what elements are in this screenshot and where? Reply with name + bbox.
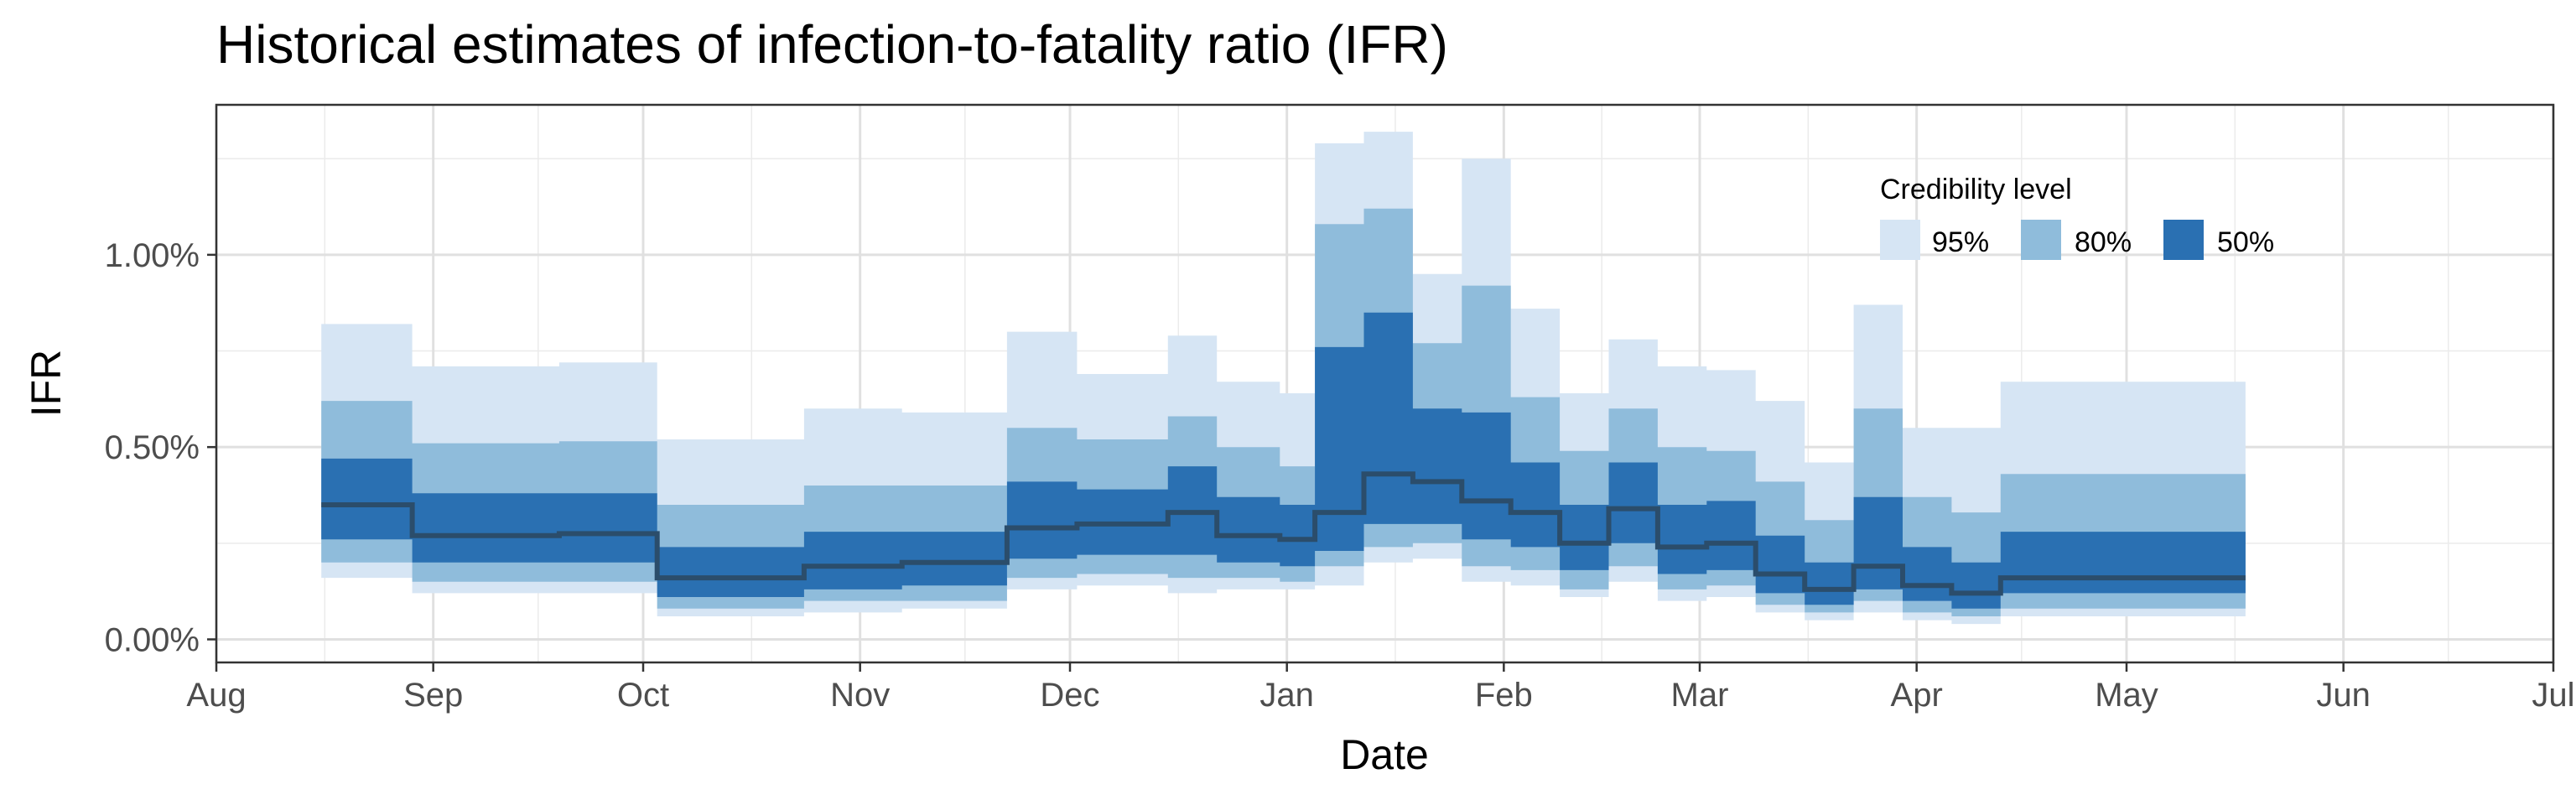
legend-key-95 — [1880, 220, 1920, 260]
x-tick-label: Apr — [1891, 677, 1943, 714]
x-tick-label: May — [2095, 677, 2158, 714]
chart-title: Historical estimates of infection-to-fat… — [216, 14, 1448, 75]
x-tick-label: Aug — [186, 677, 246, 714]
legend-label-80: 80% — [2075, 226, 2132, 258]
x-tick-label: Dec — [1040, 677, 1099, 714]
x-tick-label: Jun — [2316, 677, 2371, 714]
y-tick-label: 0.50% — [105, 429, 200, 466]
y-axis: 0.00% 0.50% 1.00% — [105, 237, 216, 658]
median-line — [321, 471, 2246, 596]
y-tick-label: 0.00% — [105, 621, 200, 658]
legend: Credibility level 95% 80% 50% — [1880, 174, 2274, 260]
credibility-bands — [321, 132, 2246, 625]
legend-label-50: 50% — [2217, 226, 2274, 258]
x-tick-label: Sep — [403, 677, 463, 714]
y-axis-title: IFR — [23, 350, 70, 418]
x-axis-title: Date — [1340, 731, 1429, 778]
x-tick-label: Jul — [2532, 677, 2574, 714]
legend-key-50 — [2163, 220, 2204, 260]
x-tick-label: Jan — [1259, 677, 1314, 714]
x-axis: Aug Sep Oct Nov Dec Jan Feb Mar Apr May Jun Jul — [186, 662, 2575, 714]
x-tick-label: Mar — [1671, 677, 1729, 714]
panel-border — [215, 103, 2555, 664]
x-tick-label: Feb — [1475, 677, 1533, 714]
legend-label-95: 95% — [1932, 226, 1989, 258]
band-80 — [321, 208, 2246, 617]
x-tick-label: Oct — [617, 677, 669, 714]
x-tick-label: Nov — [830, 677, 890, 714]
plot-area — [215, 103, 2555, 664]
legend-key-80 — [2021, 220, 2061, 260]
y-tick-label: 1.00% — [105, 237, 200, 274]
legend-title: Credibility level — [1880, 174, 2072, 205]
